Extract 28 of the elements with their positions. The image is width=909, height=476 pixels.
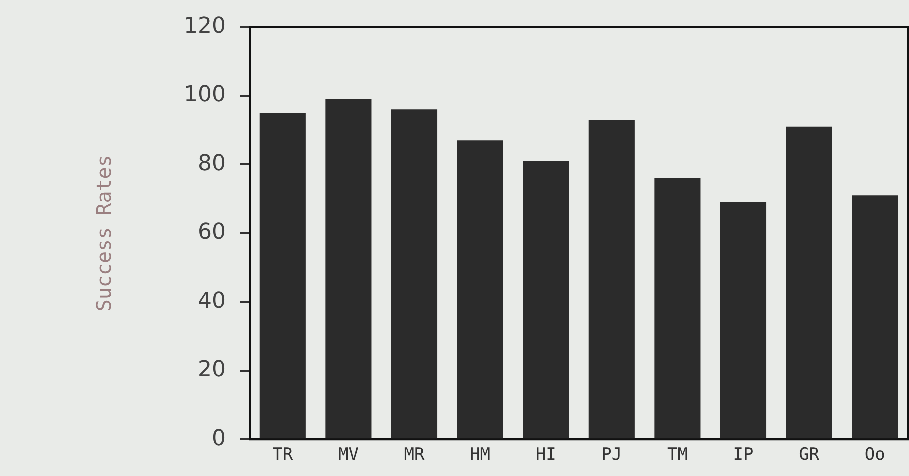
y-tick-label: 120: [184, 14, 226, 39]
x-tick-label: TM: [667, 445, 688, 466]
x-tick-label: HI: [536, 445, 556, 466]
y-tick-label: 40: [198, 288, 226, 314]
x-tick-label: MV: [338, 445, 359, 466]
y-tick-label: 100: [184, 82, 226, 108]
x-tick-label: GR: [799, 445, 820, 466]
bar: [654, 178, 701, 440]
y-tick-label: 60: [198, 220, 226, 246]
bar: [720, 202, 767, 440]
bar: [260, 113, 306, 440]
x-tick-label: TR: [272, 445, 294, 466]
bar: [523, 161, 570, 440]
x-tick-label: MR: [404, 445, 426, 466]
bar: [326, 99, 372, 440]
x-tick-label: IP: [733, 445, 754, 466]
y-tick-label: 20: [198, 358, 226, 383]
bar: [588, 120, 635, 440]
bar: [852, 196, 898, 440]
x-tick-label: HM: [470, 445, 491, 466]
bar: [391, 110, 438, 440]
bar: [786, 126, 832, 440]
y-tick-label: 0: [212, 426, 226, 452]
bar: [457, 140, 504, 440]
y-axis-title: Success Rates: [92, 155, 116, 312]
x-tick-label: Oo: [864, 445, 886, 466]
y-tick-label: 80: [198, 151, 226, 176]
x-tick-label: PJ: [602, 445, 622, 466]
